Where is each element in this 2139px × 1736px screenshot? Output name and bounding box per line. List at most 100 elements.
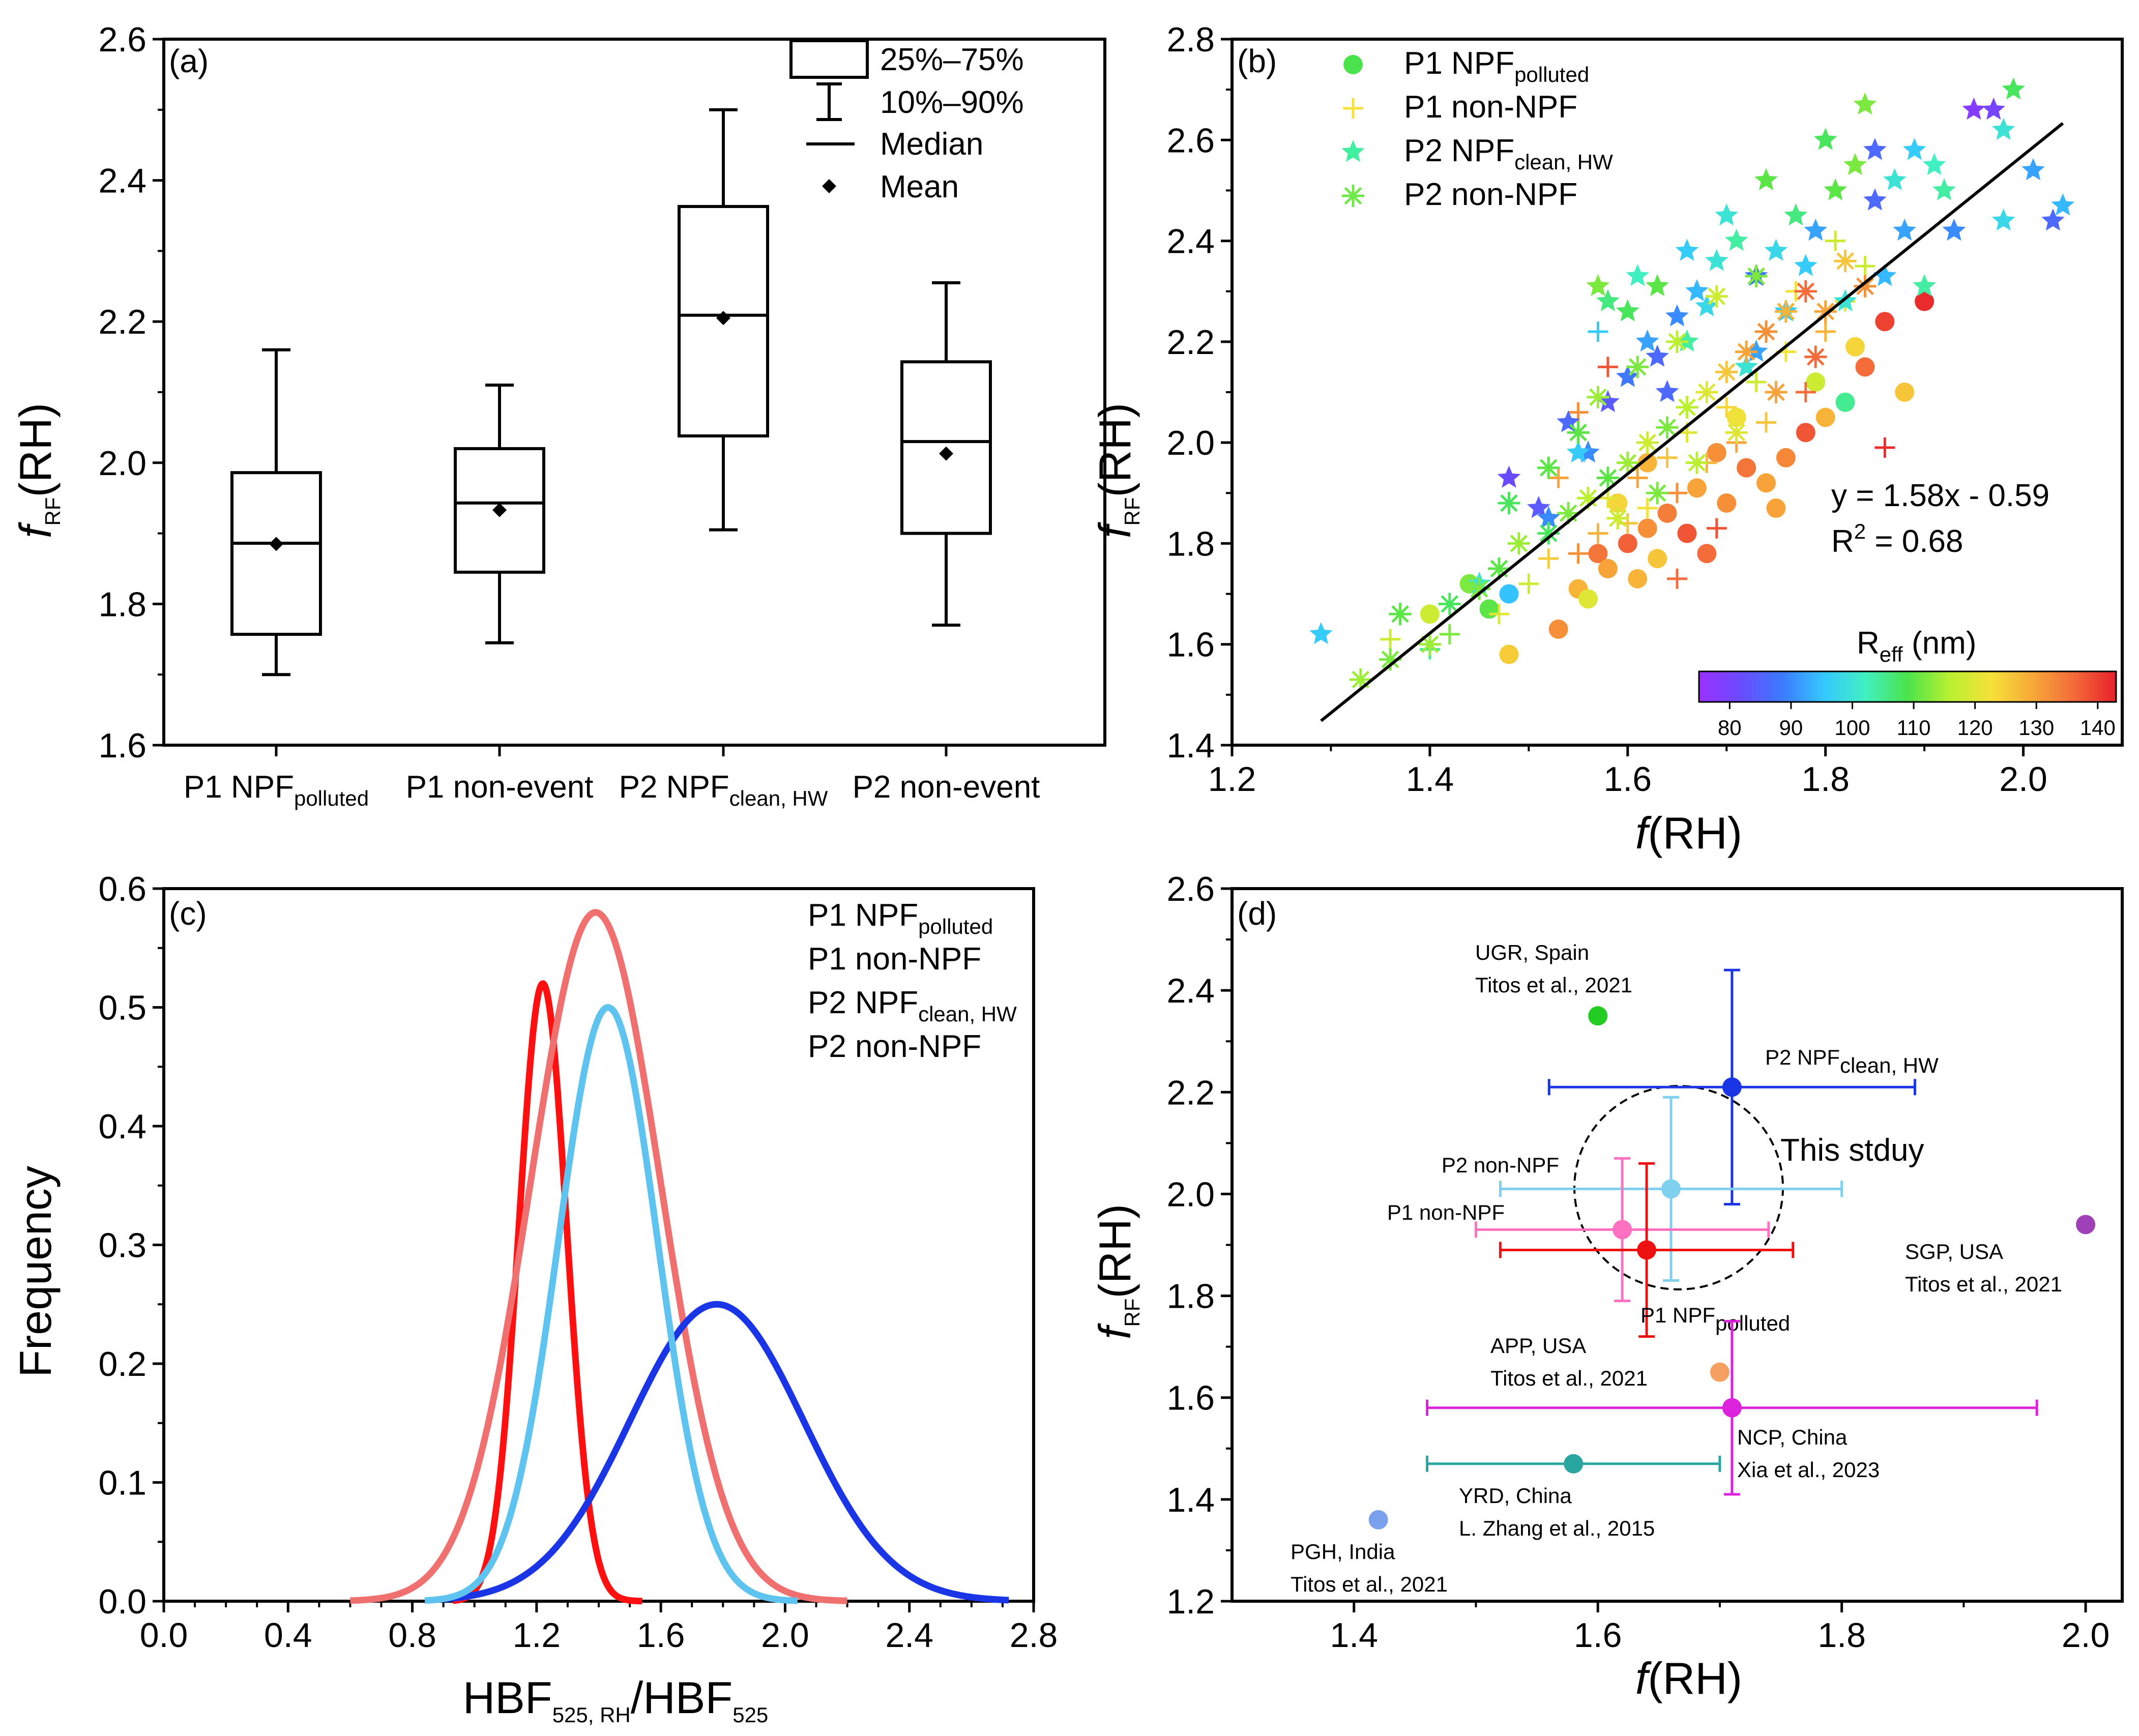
data-point-circle <box>1479 599 1499 619</box>
iqr-box <box>900 360 992 535</box>
y-tick-label: 2.2 <box>98 303 146 341</box>
colorbar-gradient <box>1698 670 2117 703</box>
panel-b-points <box>1309 77 2075 691</box>
series-asterisk <box>1349 250 1877 691</box>
data-point-circle <box>1776 448 1796 467</box>
data-point-star <box>1942 218 1966 241</box>
data-point-plus <box>1716 397 1737 418</box>
x-tick-label: 2.0 <box>2062 1616 2110 1655</box>
data-point-asterisk <box>1735 340 1758 363</box>
legend-mean-symbol <box>822 179 836 193</box>
category-label: P2 NPFclean, HW <box>619 770 828 810</box>
data-point-circle <box>1845 337 1865 357</box>
legend-marker-plus <box>1343 98 1363 119</box>
study-point-4: P1 non-NPF <box>1387 1157 1770 1303</box>
x-tick-label: 1.6 <box>1574 1616 1622 1655</box>
data-point-asterisk <box>1834 250 1857 273</box>
data-point-asterisk <box>1656 416 1679 439</box>
regression-line <box>1320 122 2064 722</box>
data-point-circle <box>1499 644 1519 664</box>
mean-marker <box>939 446 953 461</box>
data-point-circle <box>1707 443 1726 462</box>
data-point-circle <box>1855 357 1875 377</box>
legend-label: P1 non-NPF <box>1404 90 1577 125</box>
y-tick-label: 2.0 <box>1166 424 1215 462</box>
data-point-asterisk <box>1636 431 1659 454</box>
data-point-plus <box>1538 548 1559 569</box>
data-point-star <box>1537 506 1560 528</box>
data-point-circle <box>1637 453 1657 473</box>
y-tick-label: 1.6 <box>1166 1379 1215 1418</box>
y-tick-label: 2.8 <box>1166 20 1215 59</box>
data-point-plus <box>1518 573 1539 594</box>
study-label: L. Zhang et al., 2015 <box>1459 1516 1655 1540</box>
data-point-star <box>1922 153 1946 175</box>
data-point-asterisk <box>1438 593 1461 615</box>
study-label: UGR, Spain <box>1475 940 1589 964</box>
data-point-star <box>1655 380 1679 402</box>
x-tick-label: 1.8 <box>1801 760 1850 799</box>
box-3: P2 NPFclean, HW <box>619 108 828 810</box>
panel-c-distributions: (c) 0.0 0.1 0.2 0.3 0.4 0.5 0.6 0.0 0.4 0.8 1.2 1.6… <box>10 870 1058 1727</box>
data-point-plus <box>1489 604 1509 625</box>
panel-c-xlabel: HBF525, RH/HBF525 <box>463 1672 769 1727</box>
data-point-star <box>1586 274 1610 297</box>
study-label: Xia et al., 2023 <box>1737 1458 1880 1482</box>
data-point-star <box>1754 168 1778 190</box>
y-tick-label: 2.4 <box>1166 222 1215 261</box>
data-point-circle <box>1420 604 1440 624</box>
data-point-circle <box>1548 619 1568 639</box>
data-point-plus <box>1588 523 1608 544</box>
x-tick-label: 1.6 <box>1604 760 1652 799</box>
panel-b-colorbar: Reff (nm) 80 90 100 110 120 130 140 <box>1698 626 2117 740</box>
data-point-star <box>1873 264 1897 286</box>
y-tick-label: 0.6 <box>98 870 146 908</box>
data-point-asterisk <box>1676 396 1698 419</box>
data-point-plus <box>1588 321 1608 342</box>
panel-b-axes: 1.41.61.82.02.22.42.62.81.2 1.4 1.6 1.8 2.0 <box>1166 20 2124 799</box>
data-point-star <box>1596 289 1620 311</box>
study-label: Titos et al., 2021 <box>1475 973 1632 997</box>
data-point-star <box>1824 178 1847 200</box>
panel-a-boxes: P1 NPFpolluted P1 non-event P2 NPFclean, H… <box>184 108 1040 810</box>
data-point-plus <box>1548 467 1569 488</box>
data-point-asterisk <box>1626 356 1649 378</box>
data-point-circle <box>1499 584 1519 604</box>
data-point-star <box>1853 92 1877 115</box>
study-label: APP, USA <box>1490 1334 1586 1358</box>
x-tick-label: 2.0 <box>761 1616 809 1655</box>
legend-marker-asterisk <box>1342 185 1364 207</box>
data-point-asterisk <box>1804 345 1827 368</box>
x-tick-label: 1.6 <box>637 1616 685 1655</box>
data-point-circle <box>1618 534 1637 553</box>
data-point-circle <box>1726 407 1746 427</box>
data-point-star <box>1902 138 1926 160</box>
data-point-star <box>1646 274 1669 297</box>
data-point-star <box>1715 203 1738 226</box>
y-tick-label: 2.2 <box>1166 1073 1215 1112</box>
data-point-star <box>1497 465 1521 488</box>
data-point-star <box>1991 117 2015 140</box>
category-label: P2 non-event <box>853 770 1040 805</box>
y-tick-label: 0.0 <box>98 1582 146 1621</box>
legend-iqr-symbol <box>789 39 869 79</box>
legend-label: P1 NPFpolluted <box>1404 46 1589 86</box>
data-point-plus <box>1568 543 1589 564</box>
x-tick-label: 2.4 <box>885 1616 933 1655</box>
study-label: Titos et al., 2021 <box>1490 1366 1648 1390</box>
data-point-asterisk <box>1854 275 1877 298</box>
data-point-star <box>1724 228 1748 251</box>
legend-label: P1 NPFpolluted <box>808 898 993 938</box>
panel-c-label: (c) <box>169 895 207 932</box>
y-tick-label: 2.0 <box>98 444 146 483</box>
x-tick-label: 2.8 <box>1010 1616 1058 1655</box>
data-point-asterisk <box>1774 300 1797 323</box>
data-point-star <box>1804 218 1827 241</box>
study-point-2: P2 NPFclean, HW <box>1547 968 1939 1205</box>
series-plus <box>1380 230 1895 660</box>
data-point-plus <box>1706 518 1727 539</box>
data-point-plus <box>1855 256 1876 277</box>
data-point-asterisk <box>1715 361 1738 384</box>
legend-iqr-label: 25%–75% <box>880 42 1024 77</box>
study-point-10: PGH, India Titos et al., 2021 <box>1291 1510 1448 1596</box>
